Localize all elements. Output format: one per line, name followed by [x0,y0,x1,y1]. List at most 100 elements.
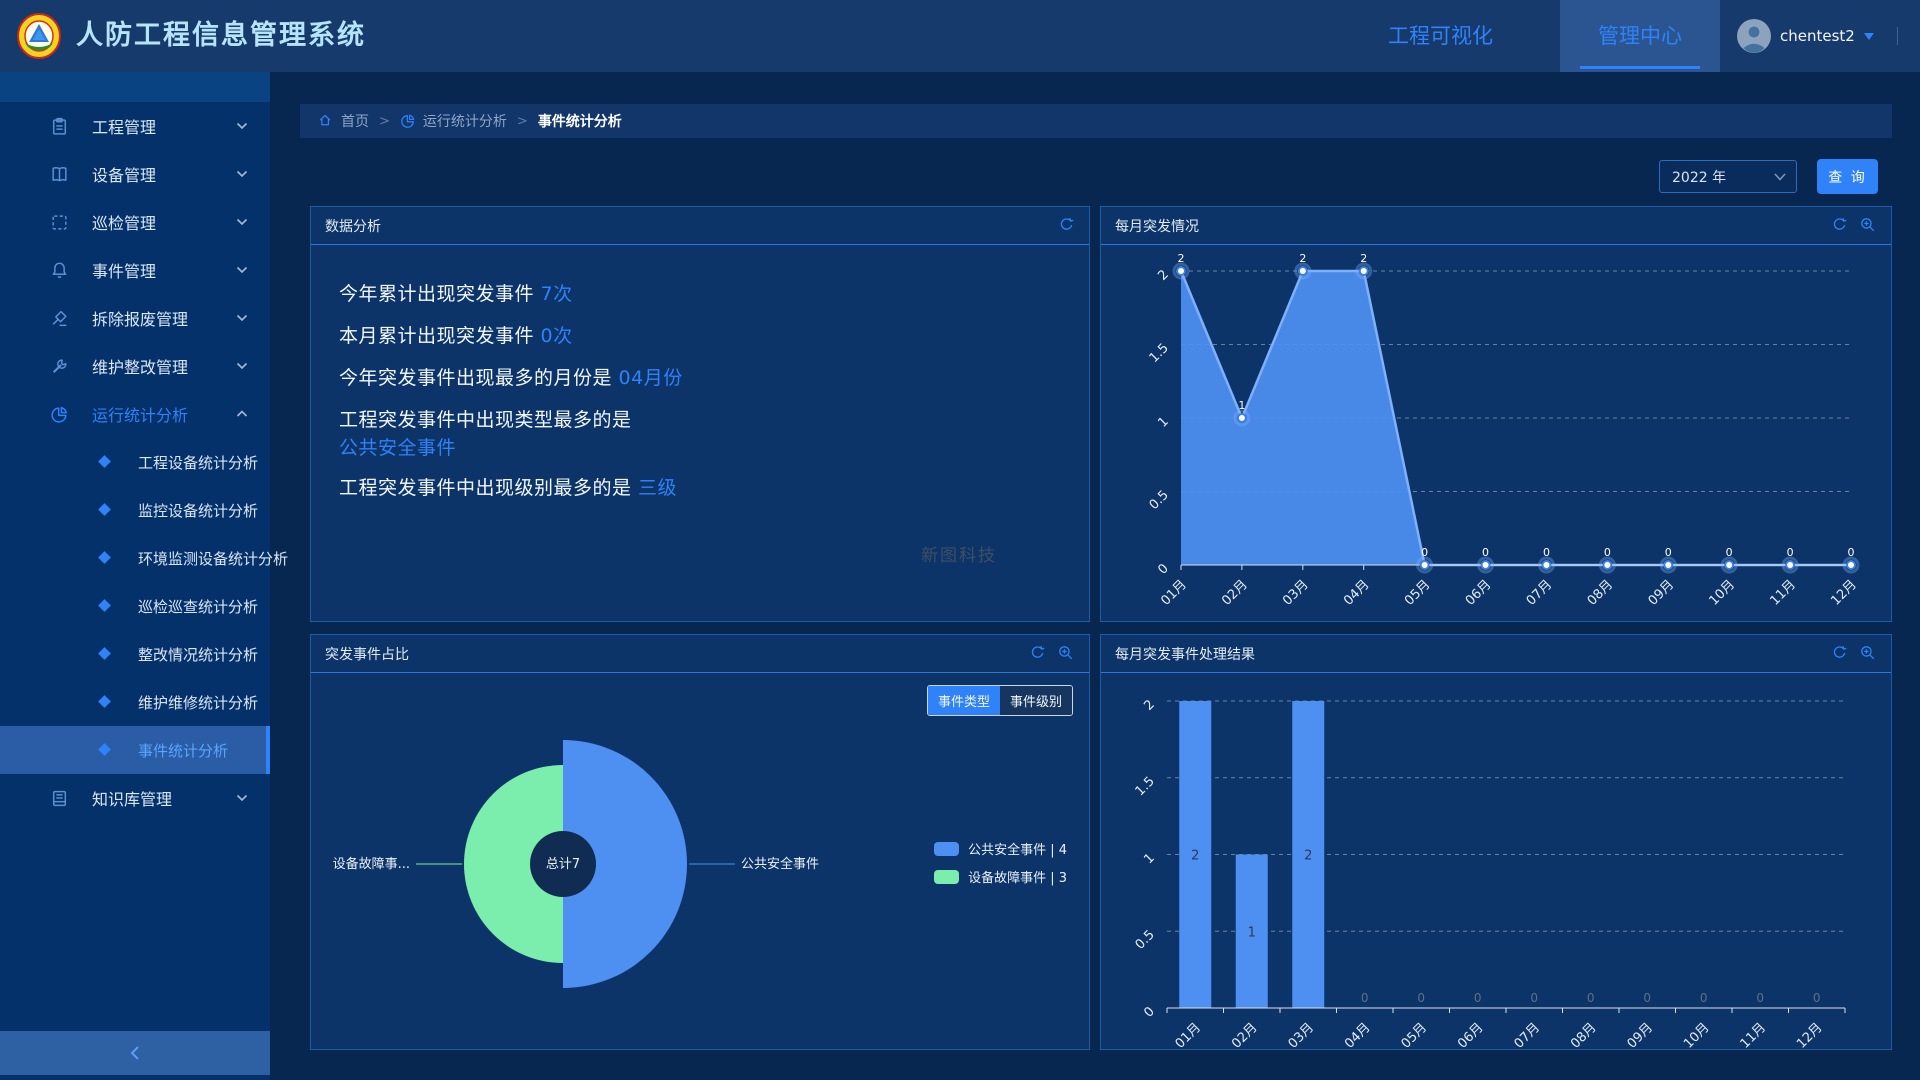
svg-text:0: 0 [1700,991,1708,1005]
svg-text:02月: 02月 [1229,1020,1260,1050]
sidebar-subitem[interactable]: 事件统计分析 [0,726,270,774]
caret-down-icon [1863,33,1874,45]
svg-text:06月: 06月 [1455,1020,1486,1050]
sidebar-item-label: 拆除报废管理 [92,310,189,329]
svg-text:07月: 07月 [1512,1020,1543,1050]
sidebar-collapse-button[interactable] [0,1031,270,1075]
sidebar-subitem[interactable]: 维护维修统计分析 [0,678,270,726]
diamond-bullet-icon [98,503,111,516]
pie-toggle-button[interactable]: 事件级别 [999,686,1072,715]
svg-text:0: 0 [1665,546,1672,559]
sidebar-item-label: 知识库管理 [92,790,173,809]
sidebar-subitem[interactable]: 环境监测设备统计分析 [0,534,288,582]
svg-text:设备故障事...: 设备故障事... [333,856,410,872]
svg-text:05月: 05月 [1399,1020,1430,1050]
sidebar: 工程管理设备管理巡检管理事件管理拆除报废管理维护整改管理 运行统计分析 工程设备统计… [0,72,288,1080]
knowledge-base-icon [50,789,69,808]
svg-text:0: 0 [1421,546,1428,559]
svg-text:0.5: 0.5 [1147,488,1172,513]
bell-icon [52,262,67,278]
pie-chart-icon [400,113,416,129]
svg-text:总计7: 总计7 [546,857,580,872]
refresh-icon[interactable] [1029,645,1046,662]
diamond-bullet-icon [98,695,111,708]
breadcrumb-item[interactable]: 运行统计分析 [400,111,507,131]
sidebar-item[interactable]: 维护整改管理 [0,342,270,390]
pie-toggle-button[interactable]: 事件类型 [927,686,1000,715]
bell-icon [50,261,69,280]
refresh-icon [1060,217,1074,230]
sidebar-subitem[interactable]: 监控设备统计分析 [0,486,270,534]
svg-text:0: 0 [1726,546,1733,559]
svg-text:06月: 06月 [1463,577,1494,608]
chevron-down-icon [236,266,248,274]
svg-text:01月: 01月 [1173,1020,1204,1050]
sidebar-item[interactable]: 事件管理 [0,246,270,294]
panel-body: 设备故障事... 公共安全事件 总计7 事件类型 事件级别 公共安全事件 | 4 设备故… [311,673,1089,1050]
panel-header: 数据分析 [311,207,1089,245]
svg-text:0: 0 [1155,561,1171,577]
inspect-frame-icon [50,213,69,232]
sidebar-item[interactable]: 运行统计分析 [0,390,270,438]
home-icon [318,113,334,129]
sidebar-item-label: 巡检管理 [92,214,157,233]
breadcrumb-item: 事件统计分析 [538,111,622,131]
analysis-line-text: 本月累计出现突发事件 [339,325,541,347]
svg-text:0: 0 [1141,1004,1157,1020]
zoom-in-icon [1059,646,1073,660]
sidebar-item[interactable]: 设备管理 [0,150,270,198]
panel-icon-group [1831,645,1877,662]
svg-text:0: 0 [1482,546,1489,559]
pie-toggle-group: 事件类型 事件级别 [926,685,1073,716]
sidebar-item[interactable]: 巡检管理 [0,198,270,246]
user-menu[interactable]: chentest2 [1737,0,1898,72]
topbar: 人防工程信息管理系统 工程可视化 管理中心 chentest2 [0,0,1920,72]
sidebar-item[interactable]: 知识库管理 [0,774,270,822]
zoom-in-icon[interactable] [1860,645,1877,662]
diamond-bullet-icon [98,647,111,660]
refresh-icon[interactable] [1058,217,1075,234]
breadcrumb-item[interactable]: 首页 [318,111,369,131]
svg-text:1: 1 [1141,851,1157,867]
refresh-icon[interactable] [1831,217,1848,234]
legend-item[interactable]: 公共安全事件 | 4 [934,839,1067,858]
sidebar-subitem[interactable]: 工程设备统计分析 [0,438,270,486]
refresh-icon[interactable] [1831,645,1848,662]
book-icon [50,165,69,184]
year-select[interactable]: 2022 年 [1659,160,1797,193]
svg-text:01月: 01月 [1158,577,1189,608]
sidebar-subitem[interactable]: 整改情况统计分析 [0,630,270,678]
legend-item[interactable]: 设备故障事件 | 3 [934,867,1067,886]
sidebar-subitem-label: 环境监测设备统计分析 [138,549,289,568]
zoom-in-icon[interactable] [1058,645,1075,662]
svg-text:0: 0 [1756,991,1764,1005]
panel-title: 突发事件占比 [325,646,409,663]
zoom-in-icon [1861,218,1875,232]
sidebar-subitem[interactable]: 巡检巡查统计分析 [0,582,270,630]
inspect-frame-icon [52,214,67,230]
panel-icon-group [1831,217,1877,234]
diamond-bullet-icon [98,551,111,564]
sidebar-item[interactable]: 工程管理 [0,102,270,150]
sidebar-submenu: 工程设备统计分析 监控设备统计分析环境监测设备统计分析巡检巡查统计分析 整改情况统计… [0,438,288,774]
nav-item-project-visualization[interactable]: 工程可视化 [1388,24,1493,48]
panel-monthly-incidents: 每月突发情况 01月 02月 03月 04月 05月 06月 07月 08月 09月 10月 11月… [1100,206,1892,622]
svg-text:07月: 07月 [1524,577,1555,608]
panel-icon-group [1029,645,1075,662]
svg-text:10月: 10月 [1681,1020,1712,1050]
sidebar-item-label: 工程管理 [92,118,157,137]
query-button[interactable]: 查 询 [1817,159,1878,194]
svg-text:公共安全事件: 公共安全事件 [741,856,819,872]
svg-text:05月: 05月 [1402,577,1433,608]
chevron-left-icon [130,1046,139,1060]
zoom-in-icon[interactable] [1860,217,1877,234]
legend-label: 公共安全事件 | 4 [968,843,1067,858]
svg-text:2: 2 [1299,252,1306,265]
pie-chart-icon [50,405,69,424]
svg-text:11月: 11月 [1767,577,1798,608]
sidebar-item[interactable]: 拆除报废管理 [0,294,270,342]
svg-text:02月: 02月 [1219,577,1250,608]
pie-legend: 公共安全事件 | 4 设备故障事件 | 3 [934,839,1067,886]
svg-text:08月: 08月 [1568,1020,1599,1050]
nav-item-management-center[interactable]: 管理中心 [1560,0,1720,72]
